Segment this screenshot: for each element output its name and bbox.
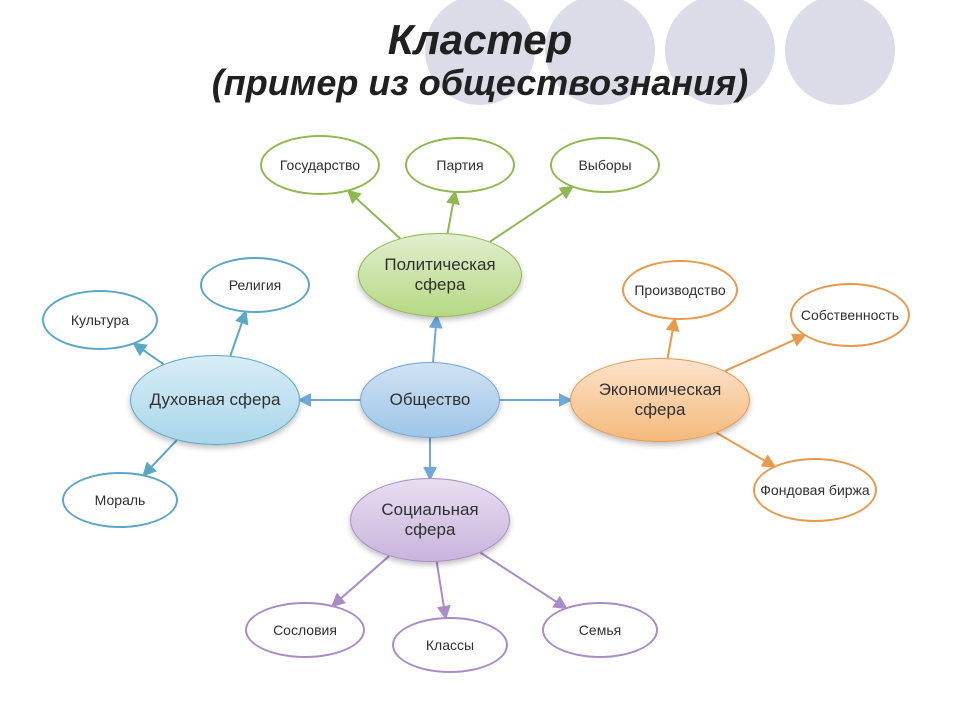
node-family: Семья [542,602,658,658]
node-label-political: Политическая сфера [363,255,517,294]
node-label-stock: Фондовая биржа [760,482,869,498]
node-morals: Мораль [62,472,178,528]
node-label-family: Семья [579,622,621,638]
edge-social-family [480,553,565,608]
edge-political-state [349,191,400,238]
node-party: Партия [405,137,515,193]
node-label-elections: Выборы [578,157,631,173]
node-elections: Выборы [550,137,660,193]
node-estates: Сословия [245,602,365,658]
edge-spiritual-religion [230,313,245,356]
edges-layer [0,0,960,720]
node-label-social: Социальная сфера [355,500,505,539]
node-religion: Религия [200,257,310,313]
edge-spiritual-culture [135,344,164,364]
title-line2: (пример из обществознания) [0,62,960,104]
node-center: Общество [360,362,500,438]
node-label-economic: Экономическая сфера [575,380,745,419]
title-line1: Кластер [0,16,960,64]
node-economic: Экономическая сфера [570,358,750,442]
edge-political-party [448,193,455,233]
node-classes: Классы [392,617,508,673]
edge-social-estates [333,556,389,605]
edge-economic-property [725,336,804,371]
edge-economic-production [668,320,675,358]
node-property: Собственность [790,283,910,347]
node-label-classes: Классы [426,637,474,653]
node-label-production: Производство [634,282,725,298]
node-culture: Культура [42,290,158,350]
node-spiritual: Духовная сфера [130,355,300,445]
node-label-morals: Мораль [95,492,146,508]
node-label-culture: Культура [71,312,129,328]
node-political: Политическая сфера [358,233,522,317]
node-label-spiritual: Духовная сфера [150,390,281,410]
node-label-estates: Сословия [273,622,337,638]
node-social: Социальная сфера [350,478,510,562]
edge-economic-stock [716,433,773,466]
node-label-party: Партия [436,157,483,173]
node-label-state: Государство [280,157,360,173]
node-stock: Фондовая биржа [753,458,877,522]
node-state: Государство [260,135,380,195]
edge-political-elections [490,187,572,241]
node-label-religion: Религия [229,277,282,293]
edge-social-classes [437,562,446,617]
node-label-center: Общество [390,390,471,410]
node-label-property: Собственность [801,307,899,323]
edge-center-political [433,317,437,362]
node-production: Производство [622,260,738,320]
edge-spiritual-morals [144,440,177,474]
